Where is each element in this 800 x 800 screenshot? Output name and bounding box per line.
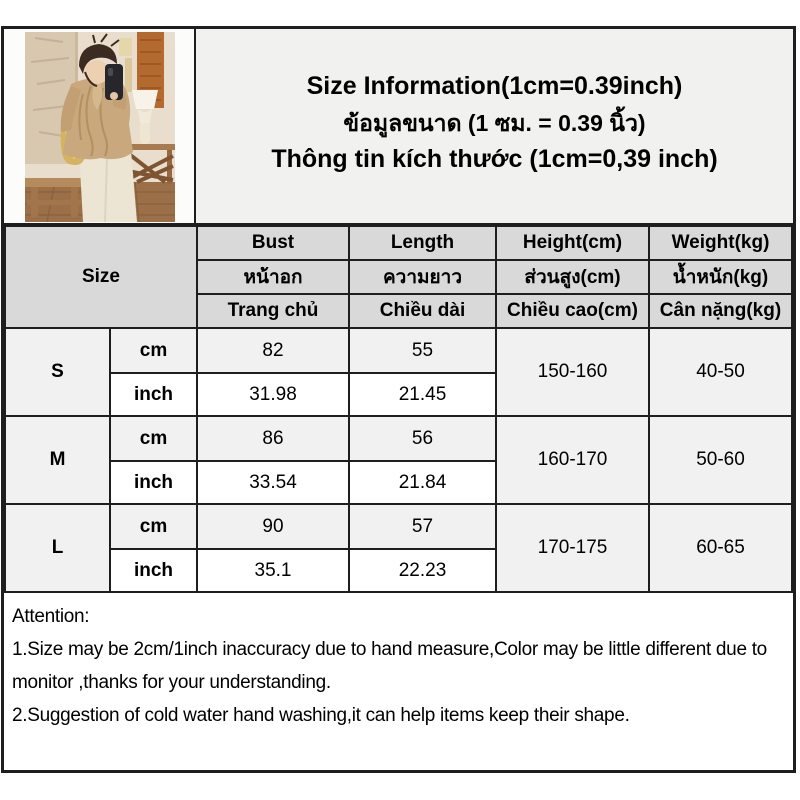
row-s-inch: inch 31.98 21.45 <box>5 372 792 417</box>
col-header-bust-th: หน้าอก <box>196 259 350 295</box>
row-l-inch: inch 35.1 22.23 <box>5 548 792 593</box>
unit-inch: inch <box>109 548 198 593</box>
unit-inch: inch <box>109 372 198 417</box>
col-header-weight-en: Weight(kg) <box>648 225 793 261</box>
m-bust-cm: 86 <box>196 415 350 462</box>
size-label-s: S <box>4 327 111 417</box>
attention-note: Attention: 1.Size may be 2cm/1inch inacc… <box>4 593 793 770</box>
title-vietnamese: Thông tin kích thước (1cm=0,39 inch) <box>271 145 718 173</box>
top-section: Size Information(1cm=0.39inch) ข้อมูลขนา… <box>4 29 793 225</box>
size-label-l: L <box>4 503 111 593</box>
title-english: Size Information(1cm=0.39inch) <box>306 72 683 100</box>
l-bust-inch: 35.1 <box>196 548 350 593</box>
header-row-english: Size Bust Length Height(cm) Weight(kg) <box>4 225 793 329</box>
title-thai: ข้อมูลขนาด (1 ซม. = 0.39 นิ้ว) <box>343 110 646 136</box>
l-length-cm: 57 <box>348 503 497 550</box>
size-chart-sheet: Size Information(1cm=0.39inch) ข้อมูลขนา… <box>1 26 796 773</box>
s-length-cm: 55 <box>348 327 497 374</box>
attention-line-1: 1.Size may be 2cm/1inch inaccuracy due t… <box>12 639 767 693</box>
row-m-cm: M cm 86 56 160-170 50-60 <box>4 415 793 505</box>
s-bust-inch: 31.98 <box>196 372 350 417</box>
col-header-bust-en: Bust <box>196 225 350 261</box>
product-photo-cell <box>4 29 196 223</box>
m-height-range: 160-170 <box>495 415 650 505</box>
col-header-weight-th: น้ำหนัก(kg) <box>648 259 793 295</box>
s-length-inch: 21.45 <box>348 372 497 417</box>
col-header-length-en: Length <box>348 225 497 261</box>
size-label-m: M <box>4 415 111 505</box>
unit-cm: cm <box>109 327 198 374</box>
attention-heading: Attention: <box>12 606 90 627</box>
size-table: Size Bust Length Height(cm) Weight(kg) ห… <box>4 225 793 593</box>
row-s-cm: S cm 82 55 150-160 40-50 <box>4 327 793 417</box>
s-bust-cm: 82 <box>196 327 350 374</box>
size-corner-cell: Size <box>4 225 198 329</box>
s-weight-range: 40-50 <box>648 327 793 417</box>
col-header-height-en: Height(cm) <box>495 225 650 261</box>
unit-cm: cm <box>109 503 198 550</box>
col-header-bust-vi: Trang chủ <box>196 293 350 329</box>
m-bust-inch: 33.54 <box>196 460 350 505</box>
m-weight-range: 50-60 <box>648 415 793 505</box>
unit-cm: cm <box>109 415 198 462</box>
col-header-weight-vi: Cân nặng(kg) <box>648 293 793 329</box>
col-header-length-th: ความยาว <box>348 259 497 295</box>
col-header-height-th: ส่วนสูง(cm) <box>495 259 650 295</box>
row-m-inch: inch 33.54 21.84 <box>5 460 792 505</box>
col-header-length-vi: Chiều dài <box>348 293 497 329</box>
l-bust-cm: 90 <box>196 503 350 550</box>
col-header-height-vi: Chiều cao(cm) <box>495 293 650 329</box>
header-row-vietnamese: Trang chủ Chiều dài Chiều cao(cm) Cân nặ… <box>5 293 793 329</box>
l-weight-range: 60-65 <box>648 503 793 593</box>
l-length-inch: 22.23 <box>348 548 497 593</box>
l-height-range: 170-175 <box>495 503 650 593</box>
attention-line-2: 2.Suggestion of cold water hand washing,… <box>12 705 630 726</box>
m-length-inch: 21.84 <box>348 460 497 505</box>
s-height-range: 150-160 <box>495 327 650 417</box>
row-l-cm: L cm 90 57 170-175 60-65 <box>4 503 793 593</box>
model-photo-illustration <box>25 32 175 222</box>
unit-inch: inch <box>109 460 198 505</box>
size-info-title-block: Size Information(1cm=0.39inch) ข้อมูลขนา… <box>196 29 793 223</box>
header-row-thai: หน้าอก ความยาว ส่วนสูง(cm) น้ำหนัก(kg) <box>5 259 793 295</box>
m-length-cm: 56 <box>348 415 497 462</box>
